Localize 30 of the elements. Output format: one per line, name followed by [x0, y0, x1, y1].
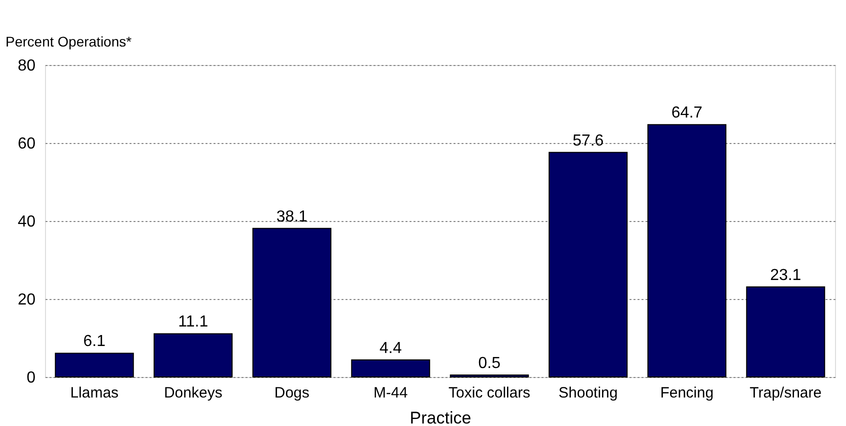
x-tick-label: M-44: [374, 384, 408, 402]
bar: [252, 228, 332, 378]
data-label: 0.5: [478, 355, 501, 372]
y-tick-label: 20: [18, 292, 36, 308]
data-label: 38.1: [276, 208, 308, 226]
x-tick-label: Llamas: [70, 384, 119, 402]
x-tick-label: Dogs: [274, 384, 310, 402]
data-label: 64.7: [671, 104, 703, 122]
bar: [54, 352, 134, 378]
y-axis-title: Percent Operations*: [6, 34, 132, 50]
data-label: 11.1: [178, 314, 208, 331]
y-tick-label: 80: [18, 58, 36, 74]
x-tick-label: Shooting: [558, 384, 618, 402]
x-tick-label: Fencing: [660, 384, 714, 402]
data-label: 23.1: [770, 266, 802, 284]
bar: [154, 333, 233, 378]
data-label: 57.6: [572, 132, 604, 150]
y-tick-label: 0: [26, 370, 36, 386]
y-tick-label: 60: [18, 136, 36, 152]
data-label: 4.4: [380, 340, 402, 357]
data-label: 6.1: [83, 333, 106, 350]
bar: [746, 286, 826, 378]
bar: [548, 152, 628, 378]
x-tick-label: Trap/snare: [750, 384, 822, 402]
bar: [351, 359, 430, 378]
bar: [647, 124, 726, 378]
x-tick-label: Toxic collars: [448, 384, 530, 402]
y-tick-label: 40: [18, 214, 36, 230]
x-axis-title: Practice: [410, 408, 472, 426]
x-tick-label: Donkeys: [164, 384, 222, 402]
